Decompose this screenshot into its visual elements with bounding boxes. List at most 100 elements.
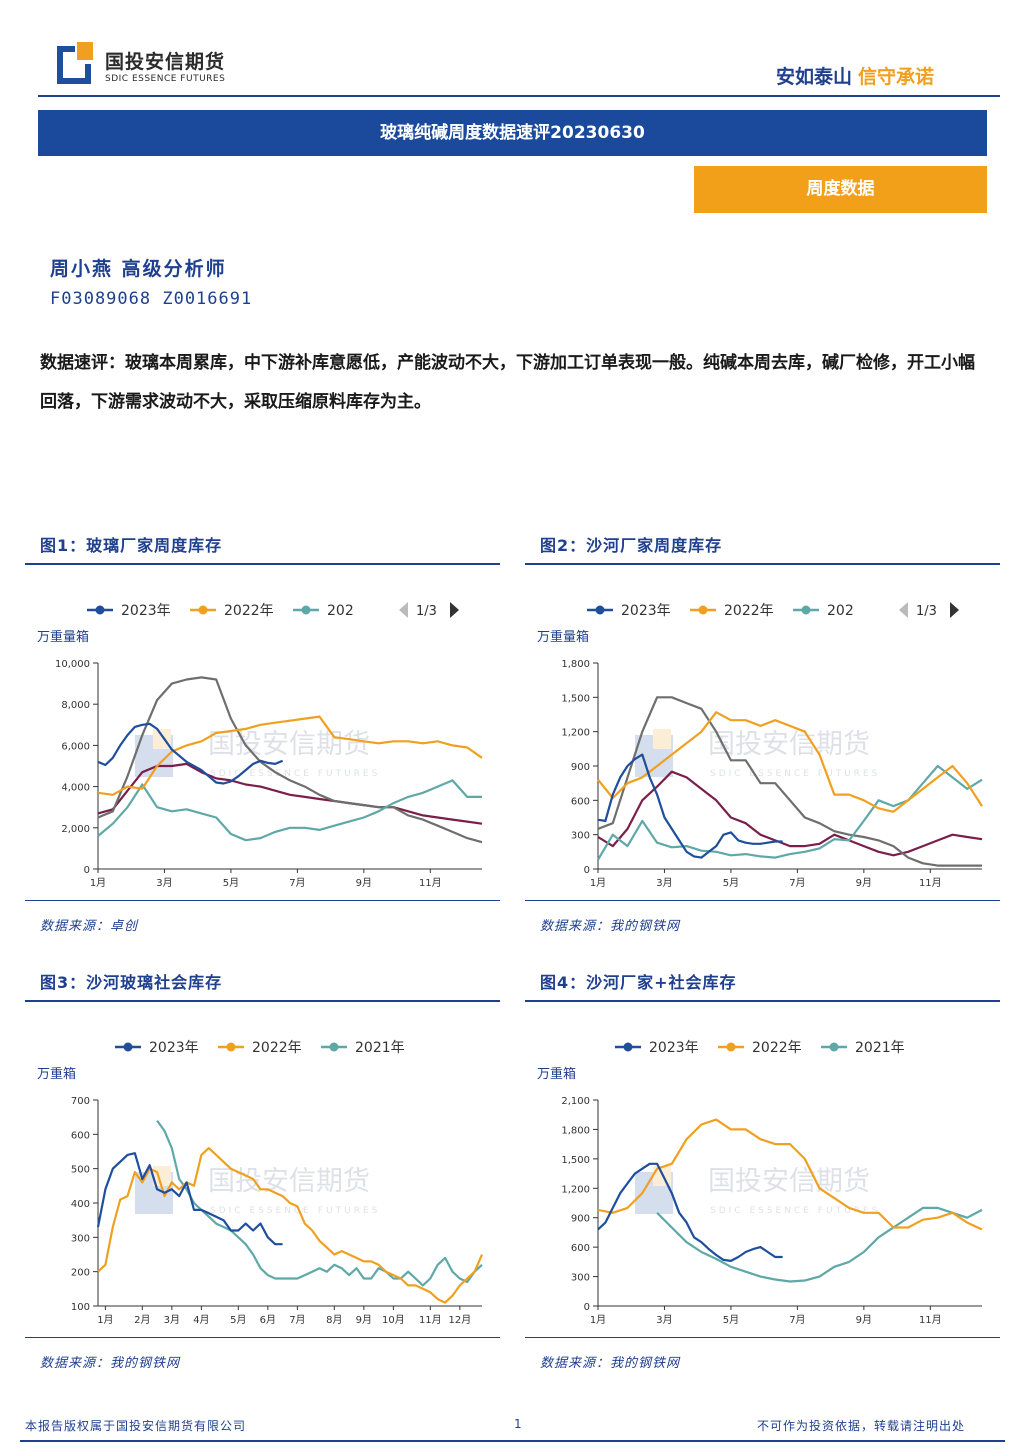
legend-label: 2022年 [724,603,774,619]
figure-title: 图3：沙河玻璃社会库存 [40,973,223,992]
x-tick-label: 5月 [223,877,239,889]
series-line-2023年 [97,722,284,785]
logo-text-en: SDIC ESSENCE FUTURES [105,74,226,84]
series-line-2022年 [97,1147,484,1304]
legend-page-indicator: 1/3 [416,604,437,619]
footer-page-number: 1 [514,1417,522,1431]
figure-title-rule [525,563,1000,565]
series-line-series-2 [97,779,482,842]
legend-marker [329,1042,339,1052]
x-tick-label: 3月 [656,877,672,889]
x-tick-label: 7月 [289,877,305,889]
figure-3: 图3：沙河玻璃社会库存 国投安信期货 SDIC ESSENCE FUTURES 20… [25,965,500,1385]
x-tick-label: 5月 [723,1314,739,1326]
y-axis-unit: 万重箱 [537,1066,576,1082]
figure-bottom-rule [525,900,1000,901]
chart-legend: 2023年 2022年 202 1/3 [87,602,459,619]
x-tick-label: 7月 [789,1314,805,1326]
figure-title-rule [25,563,500,565]
legend-marker [95,605,105,615]
x-tick-label: 11月 [419,1314,442,1326]
watermark: 国投安信期货 SDIC ESSENCE FUTURES [135,729,380,779]
x-tick-label: 3月 [656,1314,672,1326]
watermark-text: 国投安信期货 [708,1166,870,1197]
watermark: 国投安信期货 SDIC ESSENCE FUTURES [635,729,877,779]
figure-source: 数据来源：卓创 [40,919,139,934]
watermark-text: 国投安信期货 [708,729,870,760]
legend-label: 2021年 [355,1040,405,1056]
x-tick-label: 4月 [193,1314,209,1326]
chart-figure-4: 国投安信期货 SDIC ESSENCE FUTURES 2023年 2022年 2021… [537,1040,983,1326]
company-logo-icon [57,42,93,84]
y-tick-label: 200 [71,1268,90,1279]
y-tick-label: 900 [571,1214,590,1225]
legend-next-icon[interactable] [950,602,959,618]
figure-title: 图1：玻璃厂家周度库存 [40,536,223,555]
watermark-text-en: SDIC ESSENCE FUTURES [210,769,380,779]
chart-legend: 2023年 2022年 202 1/3 [587,602,959,619]
y-tick-label: 400 [71,1199,90,1210]
x-tick-label: 1月 [97,1314,113,1326]
chart-legend: 2023年 2022年 2021年 [615,1040,905,1056]
x-tick-label: 3月 [156,877,172,889]
watermark-text-en: SDIC ESSENCE FUTURES [710,1206,880,1216]
watermark: 国投安信期货 SDIC ESSENCE FUTURES [135,1166,380,1216]
series-line-series-4 [597,770,983,857]
y-tick-label: 0 [584,1302,590,1313]
legend-label: 2022年 [752,1040,802,1056]
y-tick-label: 4,000 [61,783,90,794]
series-line-2023年 [597,753,783,859]
series-line-2021年 [156,1119,483,1287]
logo-text-cn: 国投安信期货 [105,51,226,73]
y-tick-label: 2,000 [61,824,90,835]
watermark-text: 国投安信期货 [208,1166,370,1197]
legend-marker [698,605,708,615]
legend-label: 202 [327,603,354,619]
watermark-logo-accent [653,729,671,749]
x-tick-label: 9月 [856,1314,872,1326]
series-line-2023年 [597,1162,783,1262]
y-tick-label: 1,500 [561,1155,590,1166]
legend-next-icon[interactable] [450,602,459,618]
x-tick-label: 5月 [230,1314,246,1326]
y-axis-unit: 万重量箱 [537,629,589,645]
watermark-text: 国投安信期货 [208,729,370,760]
slogan: 安如泰山 信守承诺 [776,62,934,89]
legend-page-indicator: 1/3 [916,604,937,619]
x-tick-label: 1月 [590,1314,606,1326]
report-title: 玻璃纯碱周度数据速评20230630 [38,110,987,156]
x-tick-label: 9月 [356,1314,372,1326]
legend-label: 202 [827,603,854,619]
x-tick-label: 1月 [590,877,606,889]
legend-prev-icon[interactable] [899,602,908,618]
y-tick-label: 900 [571,762,590,773]
y-tick-label: 2,100 [561,1096,590,1107]
legend-marker [726,1042,736,1052]
chart-figure-1: 国投安信期货 SDIC ESSENCE FUTURES 2023年 2022年 202 1… [37,602,483,889]
figure-title: 图4：沙河厂家+社会库存 [540,973,737,992]
y-tick-label: 1,200 [561,728,590,739]
x-tick-label: 1月 [90,877,106,889]
chart-figure-3: 国投安信期货 SDIC ESSENCE FUTURES 2023年 2022年 2021… [37,1040,484,1326]
x-tick-label: 11月 [919,877,942,889]
footer-divider [20,1440,1005,1442]
y-tick-label: 500 [71,1165,90,1176]
y-tick-label: 300 [571,1273,590,1284]
y-tick-label: 300 [71,1233,90,1244]
chart-figure-2: 国投安信期货 SDIC ESSENCE FUTURES 2023年 2022年 202 1… [537,602,983,889]
legend-label: 2022年 [252,1040,302,1056]
y-tick-label: 1,200 [561,1184,590,1195]
x-tick-label: 3月 [164,1314,180,1326]
legend-prev-icon[interactable] [399,602,408,618]
watermark-text-en: SDIC ESSENCE FUTURES [210,1206,380,1216]
y-tick-label: 8,000 [61,700,90,711]
x-tick-label: 12月 [448,1314,471,1326]
x-tick-label: 11月 [419,877,442,889]
y-tick-label: 100 [71,1302,90,1313]
figure-4: 图4：沙河厂家+社会库存 国投安信期货 SDIC ESSENCE FUTURES 2… [525,965,1000,1385]
series-line-series-3 [597,696,982,867]
figure-source: 数据来源：我的钢铁网 [540,1356,681,1371]
y-tick-label: 300 [571,831,590,842]
y-tick-label: 600 [71,1130,90,1141]
report-type-tag: 周度数据 [694,166,987,213]
